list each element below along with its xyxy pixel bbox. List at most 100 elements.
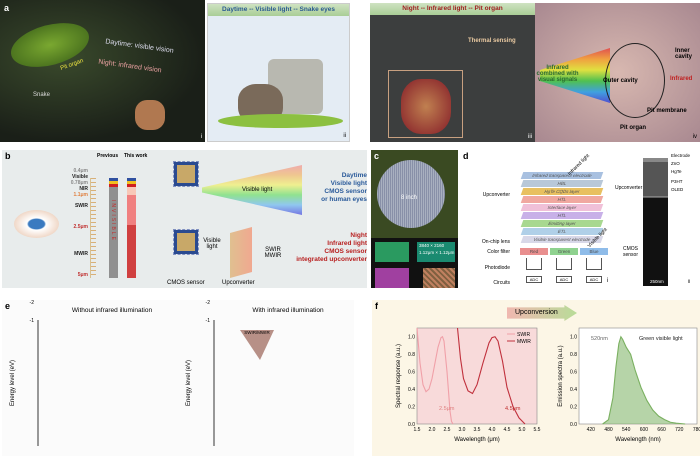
day-line: CMOS sensor: [324, 188, 367, 195]
combined-text: Infrared combined with visual signals: [536, 65, 579, 83]
tem-image: [643, 158, 668, 286]
x-tick-label: 4.0: [489, 427, 496, 433]
pit-organ-text: Pit organ: [620, 125, 647, 131]
x-tick-label: 600: [640, 427, 649, 433]
daytime-text: Daytime: visible vision: [104, 38, 175, 55]
pixel-size-text: 1.12μm × 1.12μm: [419, 250, 455, 255]
y-tick-label: 1.0: [408, 335, 415, 341]
color-filter: Red: [520, 248, 548, 255]
panel-label: f: [375, 301, 378, 311]
y-tick-label: -1: [206, 318, 211, 324]
visible-light-text-2: Visible light: [203, 238, 221, 250]
mouse-image: [401, 79, 451, 134]
visible-light-text: Visible light: [242, 187, 273, 193]
panel-f: f Upconversion 1.5 2.0 2.5 3.0 3.5 4.0 4.5 5.0 5…: [372, 300, 700, 456]
outer-cavity-text: Outer cavity: [603, 78, 638, 84]
series-line: [416, 327, 454, 425]
subpanel-index: i: [607, 278, 609, 284]
annotation: 4.5μm: [505, 406, 521, 412]
panel-b: b 0.4μm Visible 0.78μm NIR 1.1μm SWIR 2.5μm MWI…: [2, 150, 367, 288]
x-tick-label: 780: [693, 427, 700, 433]
night-line: CMOS sensor: [324, 248, 367, 255]
wavelength-label: 0.4μm: [73, 168, 88, 174]
panel-e: e Without infrared illumination-1-2-3-4-…: [2, 300, 354, 456]
adc-box: ADC: [586, 276, 602, 283]
wavelength-label: MWIR: [74, 251, 88, 257]
stack-layer: Infrared transparent electrode: [520, 172, 604, 179]
panel-d: d Infrared transparent electrode HBL HgTe …: [460, 150, 700, 288]
day-line: Daytime: [341, 172, 367, 179]
panel-label: e: [5, 301, 11, 311]
energy-diagrams: Without infrared illumination-1-2-3-4-5-…: [10, 300, 324, 446]
inner-cavity-text: Inner cavity: [675, 48, 693, 60]
y-tick-label: 0.4: [408, 387, 415, 393]
wavelength-label: 1.1μm: [73, 192, 88, 198]
tem-layer-label: P3HT: [671, 179, 683, 184]
diagram-title: Without infrared illumination: [72, 307, 153, 314]
x-tick-label: 540: [622, 427, 631, 433]
panel-a-iii: Night -- Infrared light -- Pit organ The…: [370, 3, 535, 142]
x-tick-label: 3.0: [459, 427, 466, 433]
upconverter-label: Upconverter: [222, 280, 255, 286]
wavelength-label: SWIR: [74, 203, 88, 209]
wafer-size-text: 8 inch: [401, 195, 418, 201]
subpanel-index: ii: [688, 279, 691, 285]
daytime-text-block: Daytime Visible light CMOS sensor or human …: [307, 172, 367, 204]
infrared-text: Infrared: [670, 76, 693, 82]
swir-mwir-text: SWIR MWIR: [264, 247, 282, 259]
grass: [218, 114, 343, 128]
wavelength-label: 2.5μm: [73, 224, 88, 230]
snake-head: [6, 15, 94, 75]
stack-layer: ETL: [520, 228, 604, 235]
y-tick-label: -1: [30, 318, 35, 324]
annotation: Green visible light: [639, 336, 683, 342]
subpanel-index: i: [200, 134, 202, 140]
diagram-title: With infrared illumination: [252, 307, 324, 314]
series-area: [602, 336, 686, 424]
stack-layer: HTL: [520, 212, 604, 219]
y-tick-label: 1.0: [570, 335, 577, 341]
y-tick-label: 0.6: [570, 370, 577, 376]
y-tick-label: 0.8: [570, 352, 577, 358]
upconversion-arrow: [507, 305, 577, 321]
sensor-micrograph: 3840 × 2160 1.12μm × 1.12μm: [371, 238, 458, 288]
infrared-cone: [240, 330, 274, 360]
y-axis-label: Emission spectra (a.u.): [558, 345, 564, 406]
y-tick-label: 0.4: [570, 387, 577, 393]
y-tick-label: 0.2: [408, 405, 415, 411]
thermal-box: [388, 70, 463, 138]
panel-header: Daytime -- Visible light -- Snake eyes: [208, 4, 349, 16]
invisible-label: INVISIBLE: [110, 200, 116, 242]
tem-upconverter-label: Upconverter: [615, 185, 643, 191]
x-tick-label: 3.5: [474, 427, 481, 433]
day-line: Visible light: [330, 180, 367, 187]
this-work-bar: [127, 178, 136, 278]
upconversion-label: Upconversion: [515, 309, 558, 316]
tem-layer-label: HgTe: [671, 169, 682, 174]
y-tick-label: 0.6: [408, 370, 415, 376]
x-tick-label: 720: [675, 427, 684, 433]
upconverter-plate: [230, 227, 252, 278]
pit-membrane-text: Pit membrane: [647, 108, 687, 114]
mouse-image: [135, 100, 165, 130]
wavelength-label: NIR: [79, 186, 88, 192]
layer-name: TAPC: [105, 300, 117, 301]
y-axis-label: Energy level (eV): [186, 360, 192, 406]
previous-label: Previous: [97, 153, 119, 159]
photodiode-circuit: [586, 258, 602, 270]
panel-label: b: [5, 151, 11, 161]
panel-label: d: [463, 151, 469, 161]
wafer-image: [377, 160, 445, 228]
x-tick-label: 420: [587, 427, 596, 433]
night-line: Night: [350, 232, 367, 239]
wave-graphic: [90, 178, 96, 278]
x-tick-label: 4.5: [504, 427, 511, 433]
x-tick-label: 1.5: [414, 427, 421, 433]
thermal-sensing-text: Thermal sensing: [468, 38, 516, 44]
tem-layer-label: OLED: [671, 187, 684, 192]
plot-area: [416, 327, 538, 425]
night-line: Infrared light: [327, 240, 367, 247]
pit-outline: [605, 43, 665, 118]
panel-a-iv: Infrared combined with visual signals Ou…: [535, 3, 700, 142]
legend-label: MWIR: [517, 339, 531, 345]
